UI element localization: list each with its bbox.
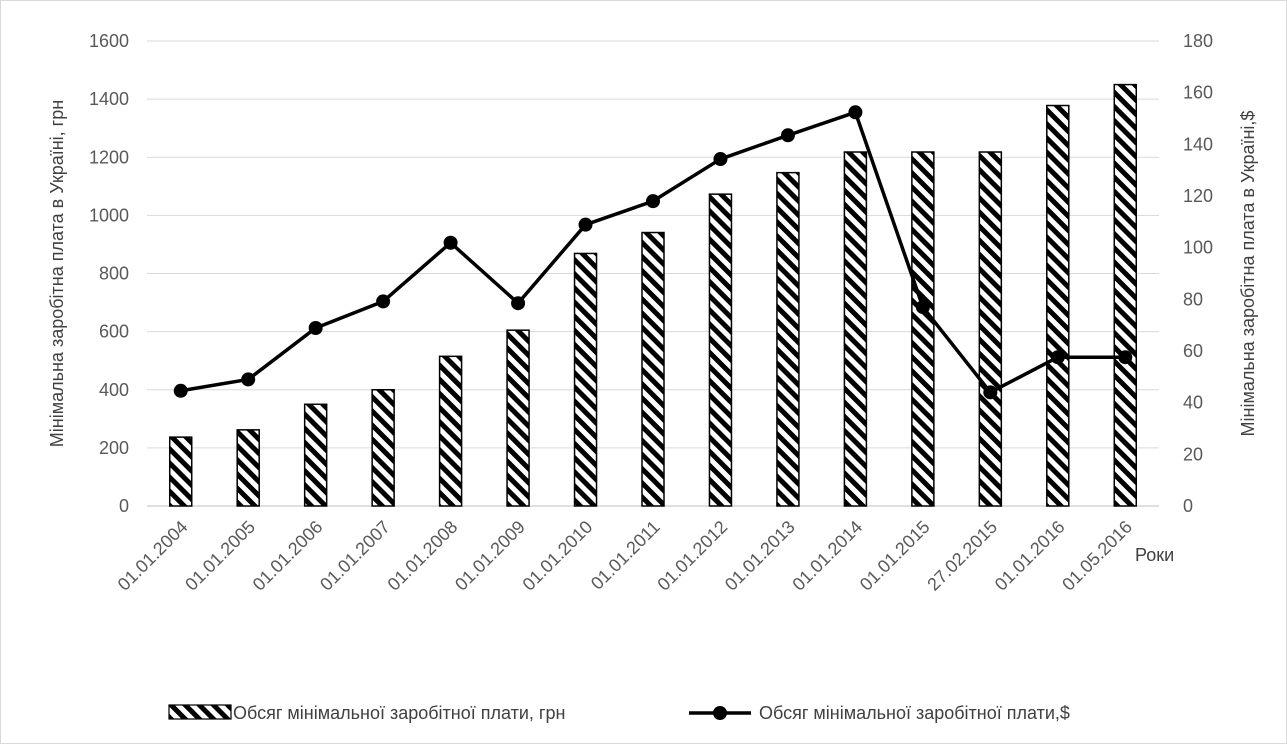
x-tick-label: 01.01.2012	[653, 517, 731, 595]
y2-tick-label-right: 140	[1183, 134, 1213, 154]
y2-tick-label-right: 160	[1183, 83, 1213, 103]
line-point	[511, 296, 526, 311]
bar	[1046, 104, 1070, 507]
legend-line-marker	[713, 706, 727, 720]
x-tick-label: 01.01.2006	[249, 517, 327, 595]
legend-bar-label: Обсяг мінімальної заробітної плати, грн	[233, 703, 565, 723]
bar	[303, 403, 328, 507]
bar	[438, 355, 463, 507]
x-tick-label: 27.02.2015	[923, 517, 1001, 595]
x-tick-label: 01.01.2007	[316, 517, 394, 595]
line-point	[308, 321, 323, 336]
y2-axis-title: Мінімальна заробітна плата в Україні,$	[1238, 111, 1258, 437]
bar	[506, 329, 530, 507]
bar	[708, 193, 733, 507]
line-point	[443, 235, 458, 250]
line-point	[983, 385, 998, 400]
bar	[371, 389, 395, 507]
y2-tick-label-right: 0	[1183, 496, 1193, 516]
y2-tick-label-right: 100	[1183, 238, 1213, 258]
x-tick-label: 01.01.2016	[991, 517, 1069, 595]
y-tick-label-left: 400	[99, 380, 129, 400]
y-tick-label-left: 600	[99, 322, 129, 342]
line-point	[578, 217, 593, 232]
x-tick-label: 01.05.2016	[1058, 517, 1136, 595]
y2-tick-label-right: 180	[1183, 31, 1213, 51]
line-series	[173, 105, 1133, 400]
line-point	[713, 152, 728, 167]
y-tick-label-left: 1600	[89, 31, 129, 51]
x-tick-label: 01.01.2009	[451, 517, 529, 595]
legend-bar-swatch	[168, 704, 232, 720]
y-tick-label-left: 1400	[89, 89, 129, 109]
bar	[843, 151, 868, 507]
legend-line-label: Обсяг мінімальної заробітної плати,$	[759, 703, 1070, 723]
x-tick-label: 01.01.2014	[788, 517, 866, 595]
y-axis-title: Мінімальна заробітна плата в Україні, гр…	[47, 100, 67, 447]
bar	[776, 171, 800, 507]
bar-series	[168, 83, 1138, 507]
y2-tick-label-right: 80	[1183, 289, 1203, 309]
line-point	[376, 294, 391, 309]
y2-tick-label-right: 40	[1183, 393, 1203, 413]
y-tick-label-left: 800	[99, 264, 129, 284]
x-tick-label: 01.01.2015	[856, 517, 934, 595]
x-tick-label: 01.01.2004	[114, 517, 192, 595]
y2-tick-label-right: 120	[1183, 186, 1213, 206]
x-tick-label: 01.01.2013	[721, 517, 799, 595]
line-point	[848, 105, 863, 120]
y-tick-label-left: 1000	[89, 205, 129, 225]
line-point	[1118, 350, 1133, 365]
y-tick-label-left: 0	[119, 496, 129, 516]
y-tick-label-left: 1200	[89, 147, 129, 167]
bar	[236, 429, 260, 507]
bar	[641, 231, 665, 507]
x-tick-label: 01.01.2010	[519, 517, 597, 595]
line-point	[1050, 350, 1065, 365]
x-axis-title: Роки	[1135, 545, 1174, 565]
bar	[168, 436, 193, 507]
y2-tick-label-right: 60	[1183, 341, 1203, 361]
line-point	[646, 194, 660, 209]
x-tick-label: 01.01.2005	[181, 517, 259, 595]
bar	[1113, 83, 1138, 507]
y2-tick-label-right: 20	[1183, 444, 1203, 464]
line-point	[915, 300, 930, 315]
bar	[911, 151, 935, 507]
line-point	[780, 128, 795, 143]
x-tick-label: 01.01.2008	[384, 517, 462, 595]
bar	[573, 252, 598, 507]
line-point	[173, 383, 188, 398]
legend: Обсяг мінімальної заробітної плати, грн О…	[168, 703, 1070, 723]
line-point	[241, 372, 256, 387]
y-tick-label-left: 200	[99, 438, 129, 458]
x-tick-label: 01.01.2011	[587, 517, 664, 594]
bar	[978, 151, 1003, 507]
